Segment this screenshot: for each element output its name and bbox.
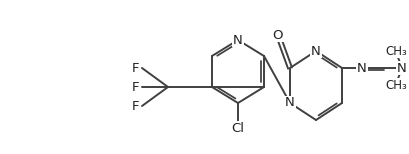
Text: N: N [233,34,242,47]
Text: N: N [396,61,406,75]
Text: F: F [132,61,139,75]
Text: F: F [132,81,139,93]
Text: F: F [132,99,139,113]
Text: Cl: Cl [231,122,244,134]
Text: N: N [310,45,320,57]
Text: O: O [272,28,283,41]
Text: N: N [356,61,366,75]
Text: CH₃: CH₃ [384,45,406,57]
Text: N: N [284,97,294,109]
Text: CH₃: CH₃ [384,79,406,91]
